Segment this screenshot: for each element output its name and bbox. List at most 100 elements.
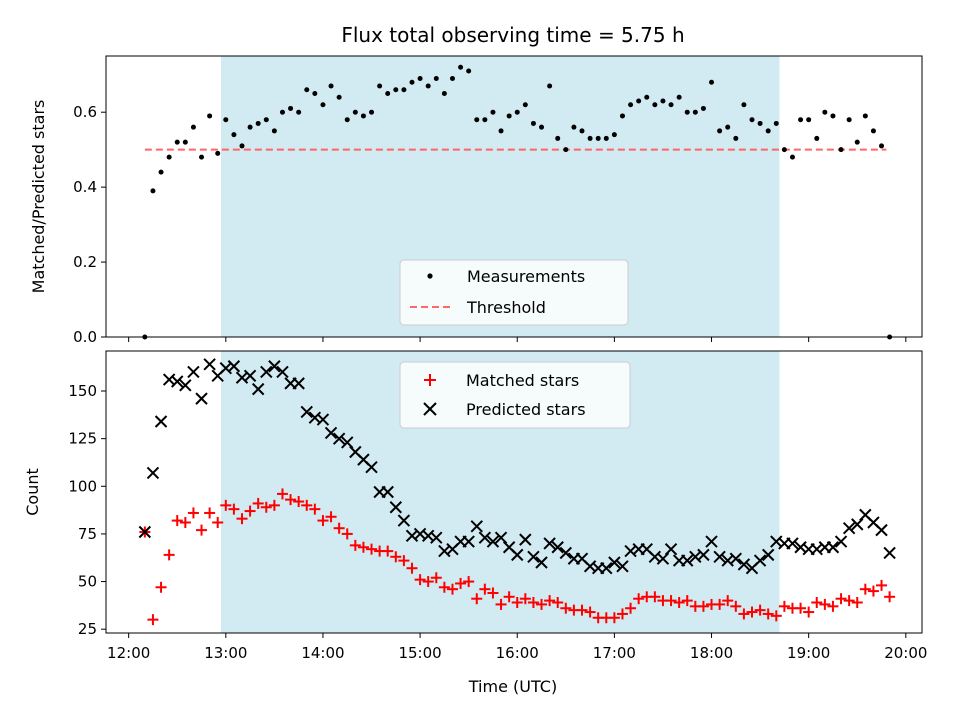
matched-star-point [260, 501, 272, 513]
matched-star-point [212, 516, 224, 528]
matched-star-point [867, 585, 879, 597]
matched-star-point [171, 515, 183, 527]
bottom-legend: Matched stars Predicted stars [399, 361, 631, 429]
measurement-point [603, 135, 609, 141]
matched-star-point [163, 549, 175, 561]
measurement-point [320, 102, 326, 108]
matched-star-point [876, 579, 888, 591]
matched-star-point [406, 562, 418, 574]
predicted-star-point [705, 535, 718, 548]
y-tick-label: 50 [78, 573, 97, 591]
predicted-star-point [276, 365, 289, 379]
y-tick-label: 0.6 [73, 103, 97, 121]
bottom-y-ticks: 25 50 75 100 125 150 [68, 382, 106, 638]
predicted-star-point [786, 537, 799, 550]
predicted-star-point [494, 531, 508, 544]
x-tick-label: 13:00 [204, 644, 247, 662]
predicted-star-point [179, 379, 192, 392]
matched-star-point [285, 494, 297, 506]
measurement-point [870, 128, 876, 134]
measurement-point [417, 75, 423, 81]
matched-star-point [544, 595, 556, 607]
matched-star-point [503, 591, 515, 603]
matched-star-point [244, 505, 256, 517]
measurement-point [652, 102, 658, 108]
predicted-star-point [737, 558, 751, 571]
top-y-axis-label: Matched/Predicted stars [29, 100, 48, 294]
measurement-point [425, 83, 431, 89]
predicted-star-point [365, 461, 378, 474]
predicted-star-point [462, 535, 475, 548]
measurement-point [223, 117, 229, 123]
x-axis-label: Time (UTC) [468, 677, 557, 696]
matched-star-point [187, 507, 199, 519]
measurement-point [401, 87, 407, 93]
matched-star-point [430, 572, 442, 584]
measurement-point [522, 102, 528, 108]
predicted-star-point [851, 518, 864, 531]
measurement-point [741, 102, 747, 108]
legend-measurements-marker [427, 273, 433, 279]
matched-star-point [196, 524, 208, 536]
y-tick-label: 150 [68, 382, 97, 400]
matched-star-point [333, 522, 345, 534]
measurement-point [360, 113, 366, 119]
measurement-point [207, 113, 213, 119]
predicted-star-point [146, 466, 160, 480]
measurement-point [393, 87, 399, 93]
measurement-point [328, 83, 334, 89]
y-tick-label: 100 [68, 477, 97, 495]
measurement-point [304, 87, 310, 93]
matched-star-point [414, 574, 426, 586]
matched-star-point [560, 602, 572, 614]
matched-star-point [762, 608, 774, 620]
measurement-point [806, 117, 812, 123]
matched-star-point [851, 597, 863, 609]
measurement-point [482, 117, 488, 123]
matched-star-point [422, 576, 434, 588]
bottom-x-ticks: 12:00 13:00 14:00 15:00 16:00 17:00 18:00 19:00… [107, 633, 927, 662]
matched-star-point [843, 595, 855, 607]
y-tick-label: 0.2 [73, 253, 97, 271]
measurement-point [547, 83, 553, 89]
matched-star-point [754, 604, 766, 616]
measurement-point [830, 113, 836, 119]
predicted-star-point [171, 375, 184, 388]
measurement-point [344, 117, 350, 123]
measurement-point [749, 117, 755, 123]
measurement-point [822, 109, 828, 115]
predicted-star-point [341, 436, 354, 449]
matched-star-point [204, 507, 216, 519]
matched-star-point [681, 595, 693, 607]
matched-star-point [730, 600, 742, 612]
measurement-point [490, 109, 496, 115]
measurement-point [239, 143, 245, 149]
measurement-point [595, 135, 601, 141]
matched-star-point [616, 608, 628, 620]
bottom-y-axis-label: Count [23, 468, 42, 516]
matched-star-point [576, 604, 588, 616]
matched-star-point [584, 606, 596, 618]
matched-star-point [811, 597, 823, 609]
predicted-star-point [397, 514, 411, 527]
matched-star-point [341, 528, 353, 540]
matched-star-point [446, 583, 458, 595]
y-tick-label: 0.0 [73, 328, 97, 346]
predicted-star-point [292, 377, 305, 390]
measurement-point [255, 120, 261, 126]
bottom-axes-frame [105, 350, 923, 634]
measurement-point [765, 128, 771, 134]
measurement-point [846, 117, 852, 123]
measurement-point [158, 169, 164, 175]
matched-star-point [884, 591, 896, 603]
measurement-point [684, 109, 690, 115]
matched-star-point [276, 488, 288, 500]
measurement-point [409, 79, 415, 85]
matched-star-point [625, 602, 637, 614]
matched-star-point [309, 503, 321, 515]
measurement-point [676, 94, 682, 100]
matched-star-point [714, 598, 726, 610]
matched-star-point [301, 499, 313, 511]
measurement-point [539, 124, 545, 130]
measurement-point [474, 117, 480, 123]
